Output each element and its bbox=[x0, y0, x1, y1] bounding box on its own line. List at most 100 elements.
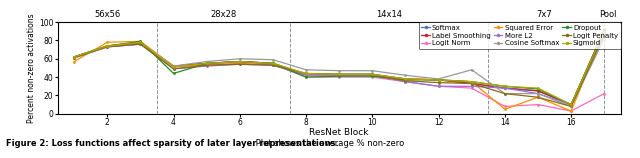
Cosine Softmax bbox=[567, 106, 575, 107]
Sigmoid bbox=[402, 78, 410, 80]
Label Smoothing bbox=[269, 62, 276, 64]
Sigmoid bbox=[501, 85, 509, 87]
Label Smoothing bbox=[369, 73, 376, 75]
Logit Penalty bbox=[70, 57, 78, 59]
Logit Norm bbox=[269, 63, 276, 65]
More L2 bbox=[203, 65, 211, 67]
Logit Penalty bbox=[534, 96, 542, 98]
Sigmoid bbox=[600, 30, 608, 32]
Dropout bbox=[104, 45, 111, 47]
More L2 bbox=[104, 46, 111, 48]
Softmax bbox=[534, 90, 542, 92]
Text: Figure 2: Loss functions affect sparsity of later layer representations.: Figure 2: Loss functions affect sparsity… bbox=[6, 139, 339, 148]
Squared Error bbox=[369, 73, 376, 75]
Sigmoid bbox=[203, 62, 211, 64]
Text: 7x7: 7x7 bbox=[537, 10, 552, 19]
Legend: Softmax, Label Smoothing, Logit Norm, Squared Error, More L2, Cosine Softmax, Dr: Softmax, Label Smoothing, Logit Norm, Sq… bbox=[419, 22, 621, 49]
Label Smoothing bbox=[600, 28, 608, 30]
Line: Sigmoid: Sigmoid bbox=[73, 30, 605, 106]
Squared Error bbox=[269, 64, 276, 66]
Label Smoothing bbox=[435, 79, 442, 81]
Cosine Softmax bbox=[534, 93, 542, 94]
Sigmoid bbox=[104, 45, 111, 47]
Softmax bbox=[136, 42, 144, 44]
Logit Norm bbox=[335, 76, 343, 78]
Label Smoothing bbox=[104, 45, 111, 47]
Squared Error bbox=[534, 96, 542, 98]
Logit Norm bbox=[136, 43, 144, 45]
Softmax bbox=[70, 56, 78, 58]
Logit Penalty bbox=[369, 73, 376, 75]
More L2 bbox=[435, 85, 442, 87]
Logit Norm bbox=[468, 87, 476, 89]
X-axis label: ResNet Block: ResNet Block bbox=[310, 128, 369, 137]
Logit Norm bbox=[170, 66, 177, 68]
Logit Penalty bbox=[269, 64, 276, 66]
Softmax bbox=[435, 79, 442, 81]
Label Smoothing bbox=[402, 78, 410, 80]
Sigmoid bbox=[335, 73, 343, 75]
Squared Error bbox=[567, 110, 575, 112]
Sigmoid bbox=[170, 66, 177, 68]
Logit Penalty bbox=[203, 64, 211, 66]
Line: Label Smoothing: Label Smoothing bbox=[73, 28, 605, 106]
Logit Norm bbox=[567, 110, 575, 112]
Squared Error bbox=[302, 73, 310, 75]
Squared Error bbox=[170, 65, 177, 67]
Label Smoothing bbox=[534, 90, 542, 92]
Squared Error bbox=[136, 40, 144, 42]
More L2 bbox=[136, 43, 144, 45]
Cosine Softmax bbox=[136, 41, 144, 43]
Cosine Softmax bbox=[402, 74, 410, 76]
Logit Norm bbox=[369, 76, 376, 78]
Logit Norm bbox=[70, 56, 78, 58]
Softmax bbox=[203, 62, 211, 64]
Label Smoothing bbox=[203, 62, 211, 64]
Cosine Softmax bbox=[170, 65, 177, 67]
Sigmoid bbox=[468, 81, 476, 83]
Logit Penalty bbox=[136, 43, 144, 45]
Squared Error bbox=[501, 108, 509, 110]
Dropout bbox=[402, 79, 410, 81]
Logit Norm bbox=[302, 76, 310, 78]
Text: 56x56: 56x56 bbox=[94, 10, 120, 19]
Dropout bbox=[335, 75, 343, 77]
Cosine Softmax bbox=[501, 93, 509, 94]
Dropout bbox=[369, 75, 376, 77]
Logit Norm bbox=[402, 81, 410, 83]
Softmax bbox=[369, 73, 376, 75]
Softmax bbox=[269, 62, 276, 64]
Label Smoothing bbox=[567, 104, 575, 106]
Cosine Softmax bbox=[70, 56, 78, 58]
Cosine Softmax bbox=[335, 70, 343, 72]
Label Smoothing bbox=[70, 56, 78, 58]
Label Smoothing bbox=[170, 65, 177, 67]
Cosine Softmax bbox=[468, 69, 476, 71]
Logit Penalty bbox=[170, 68, 177, 70]
Sigmoid bbox=[136, 41, 144, 43]
More L2 bbox=[468, 85, 476, 87]
Dropout bbox=[170, 73, 177, 74]
Softmax bbox=[104, 45, 111, 47]
Dropout bbox=[236, 61, 244, 62]
Squared Error bbox=[70, 61, 78, 62]
Cosine Softmax bbox=[435, 78, 442, 80]
Sigmoid bbox=[435, 79, 442, 81]
Sigmoid bbox=[534, 87, 542, 89]
Cosine Softmax bbox=[104, 45, 111, 47]
Softmax bbox=[468, 83, 476, 85]
Text: Plot shows the average % non-zero: Plot shows the average % non-zero bbox=[253, 139, 404, 148]
Logit Penalty bbox=[567, 106, 575, 107]
Sigmoid bbox=[236, 61, 244, 62]
Logit Norm bbox=[236, 61, 244, 63]
Cosine Softmax bbox=[236, 58, 244, 60]
Softmax bbox=[335, 73, 343, 75]
Text: 14x14: 14x14 bbox=[376, 10, 402, 19]
Label Smoothing bbox=[468, 83, 476, 85]
Line: Logit Penalty: Logit Penalty bbox=[73, 33, 605, 108]
Sigmoid bbox=[269, 62, 276, 64]
Squared Error bbox=[435, 79, 442, 81]
Logit Penalty bbox=[236, 63, 244, 65]
Squared Error bbox=[335, 73, 343, 75]
More L2 bbox=[70, 57, 78, 59]
